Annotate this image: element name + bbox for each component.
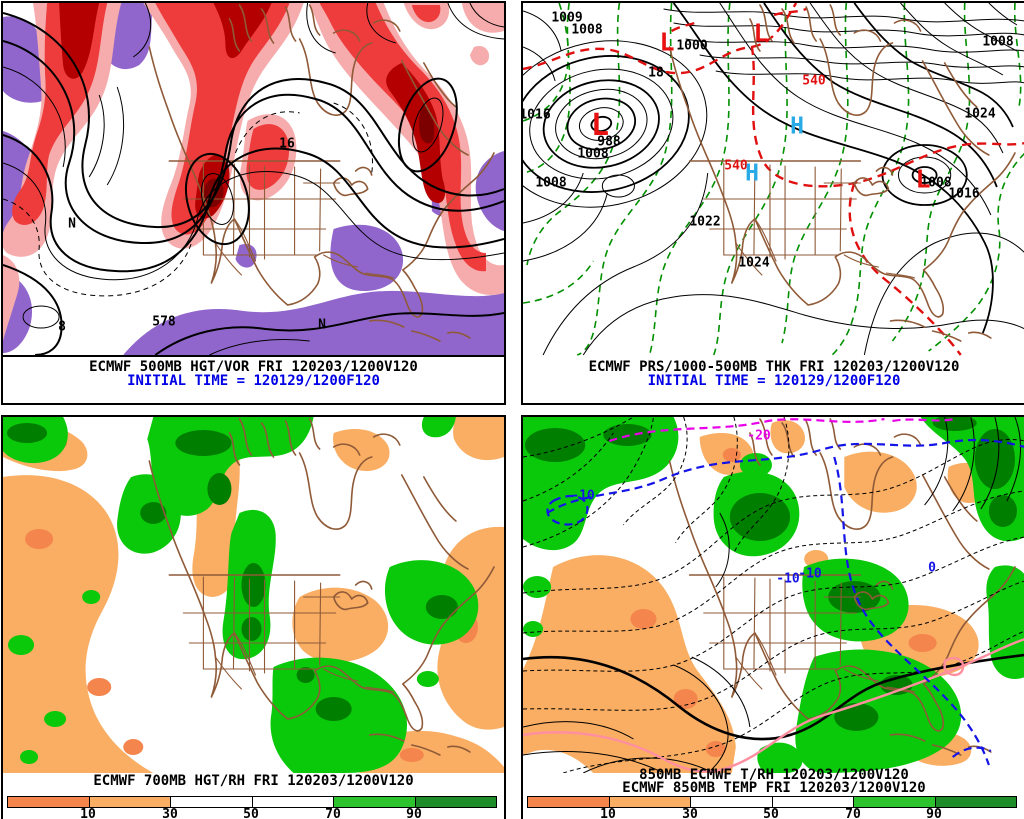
colorbar-tick: 70 [845, 807, 861, 819]
temperature-contours-solid [523, 417, 1022, 773]
temp-label-minus10: -10 [776, 571, 800, 587]
colorbar-tick: 50 [763, 807, 779, 819]
positive-vorticity-shading [3, 3, 504, 341]
high-pressure-symbol: H [745, 160, 759, 187]
temp-label-minus10: -10 [798, 566, 822, 582]
thickness-label-540: 540 [802, 73, 826, 89]
temp-label-minus10: -10 [571, 488, 595, 504]
pressure-label: 1008 [535, 175, 567, 191]
panel1-map-canvas [3, 3, 504, 356]
colorbar-segment [935, 797, 1016, 807]
panel3-caption: ECMWF 700MB HGT/RH FRI 120203/1200V120 [93, 773, 414, 789]
panel4-caption-line1: 850MB ECMWF T/RH 120203/1200V120 [639, 767, 909, 783]
colorbar-segment [691, 797, 773, 807]
temp-label-minus20: -20 [747, 428, 771, 444]
panel2-initial-time: INITIAL TIME = 120129/1200F120 [647, 373, 901, 389]
colorbar-tick: 10 [80, 807, 96, 819]
pressure-label: 1022 [689, 214, 721, 230]
pink-isotherm [523, 638, 1024, 773]
colorbar-segment [528, 797, 610, 807]
n-marker: N [68, 216, 76, 232]
panel3-map-canvas [3, 417, 504, 773]
colorbar-tick: 90 [926, 807, 942, 819]
height-contours [3, 3, 504, 356]
pressure-label: 1024 [738, 255, 770, 271]
panel4-map-canvas [523, 417, 1024, 773]
n-marker: N [318, 317, 326, 333]
pressure-label: 1008 [577, 146, 609, 162]
colorbar-tick: 30 [162, 807, 178, 819]
colorbar-segment [609, 797, 691, 807]
rh-colorbar [7, 796, 497, 808]
thickness-label-540: 540 [724, 158, 748, 174]
very-high-rh-cores [7, 423, 458, 721]
pressure-label: 1009 [551, 10, 583, 26]
panel-500mb-hgt-vor: 578 16 N N 8 ECMWF 500MB HGT/VOR FRI 120… [1, 1, 506, 405]
low-pressure-symbol: L [659, 27, 675, 57]
rh-colorbar [527, 796, 1017, 808]
minus10-isotherm [546, 438, 1024, 766]
temp-label-zero: 0 [928, 560, 936, 576]
zero-isotherm [523, 653, 1024, 741]
colorbar-segment [252, 797, 334, 807]
panel-850mb-temp-rh: -10 -10 -10 -20 0 850MB ECMWF T/RH 12020… [521, 415, 1024, 819]
colorbar-segment [89, 797, 171, 807]
vorticity-label-8: 8 [58, 319, 66, 335]
vorticity-label-16: 16 [279, 136, 295, 152]
thickness-contours-green [523, 3, 1024, 356]
colorbar-tick: 10 [600, 807, 616, 819]
contour-label: 18 [648, 65, 664, 81]
minus20-isotherm [608, 417, 955, 443]
panel2-caption: ECMWF PRS/1000-500MB THK FRI 120203/1200… [588, 359, 960, 375]
colorbar-tick: 50 [243, 807, 259, 819]
colorbar-segment [415, 797, 496, 807]
pressure-label: 1016 [521, 107, 551, 123]
height-label-578: 578 [152, 314, 176, 330]
pressure-label: 988 [597, 134, 621, 150]
pressure-label: 1016 [948, 186, 980, 202]
colorbar-segment [171, 797, 253, 807]
pressure-label: 1008 [920, 175, 952, 191]
low-pressure-symbol: L [915, 164, 931, 194]
colorbar-tick: 90 [406, 807, 422, 819]
very-low-rh-spots [630, 448, 937, 757]
panel-700mb-hgt-rh: ECMWF 700MB HGT/RH FRI 120203/1200V120 1… [1, 415, 506, 819]
pressure-label: 1024 [964, 106, 996, 122]
panel-mslp-thickness: 1009 1008 1000 18 1016 988 1008 1008 102… [521, 1, 1024, 405]
low-pressure-symbol: L [590, 108, 610, 143]
colorbar-segment [334, 797, 416, 807]
colorbar-tick: 70 [325, 807, 341, 819]
temperature-contours-dashed [523, 417, 1024, 773]
panel1-caption: ECMWF 500MB HGT/VOR FRI 120203/1200V120 [89, 359, 418, 375]
colorbar-tick: 30 [682, 807, 698, 819]
pressure-label: 1008 [571, 22, 603, 38]
pressure-label: 1000 [676, 38, 708, 54]
high-pressure-symbol: H [790, 113, 804, 140]
low-pressure-symbol: L [753, 18, 769, 48]
colorbar-segment [854, 797, 936, 807]
colorbar-segment [772, 797, 854, 807]
colorbar-segment [8, 797, 90, 807]
panel4-caption-line2: ECMWF 850MB TEMP FRI 120203/1200V120 [622, 780, 926, 796]
map-frame-bottom-edge [3, 355, 504, 357]
panel1-initial-time: INITIAL TIME = 120129/1200F120 [127, 373, 380, 389]
panel2-map-canvas [523, 3, 1024, 356]
pressure-label: 1008 [982, 34, 1014, 50]
